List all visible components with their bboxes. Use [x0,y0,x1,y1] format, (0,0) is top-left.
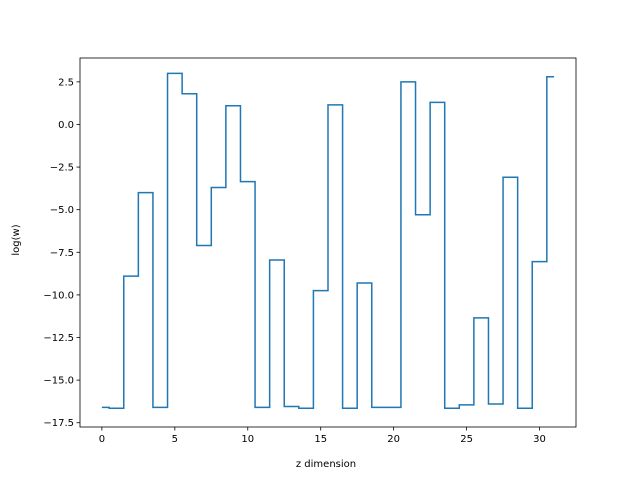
x-axis-ticks: 0 5 10 15 20 25 30 [99,427,546,445]
y-tick-label: −12.5 [43,333,74,344]
x-tick-label: 5 [172,434,178,445]
x-tick-label: 25 [460,434,473,445]
x-axis-label: z dimension [296,459,356,470]
series-line-0 [101,72,555,410]
y-tick-label: −5.0 [50,205,74,216]
y-tick-label: −17.5 [43,418,74,429]
y-tick-label: 2.5 [58,77,74,88]
x-tick-label: 15 [314,434,327,445]
y-tick-label: 0.0 [58,120,74,131]
y-axis-label: log(w) [11,224,22,255]
y-tick-label: −15.0 [43,376,74,387]
x-tick-label: 10 [241,434,254,445]
x-tick-label: 20 [387,434,400,445]
y-tick-label: −10.0 [43,290,74,301]
y-tick-label: −2.5 [50,163,74,174]
axes-frame [79,57,577,428]
plot-area [101,72,555,410]
x-tick-label: 0 [99,434,105,445]
x-tick-label: 30 [533,434,546,445]
y-axis-ticks: 2.5 0.0 −2.5 −5.0 −7.5 −10.0 −12.5 −15.0 −17.5 [43,77,80,429]
y-tick-label: −7.5 [50,248,74,259]
